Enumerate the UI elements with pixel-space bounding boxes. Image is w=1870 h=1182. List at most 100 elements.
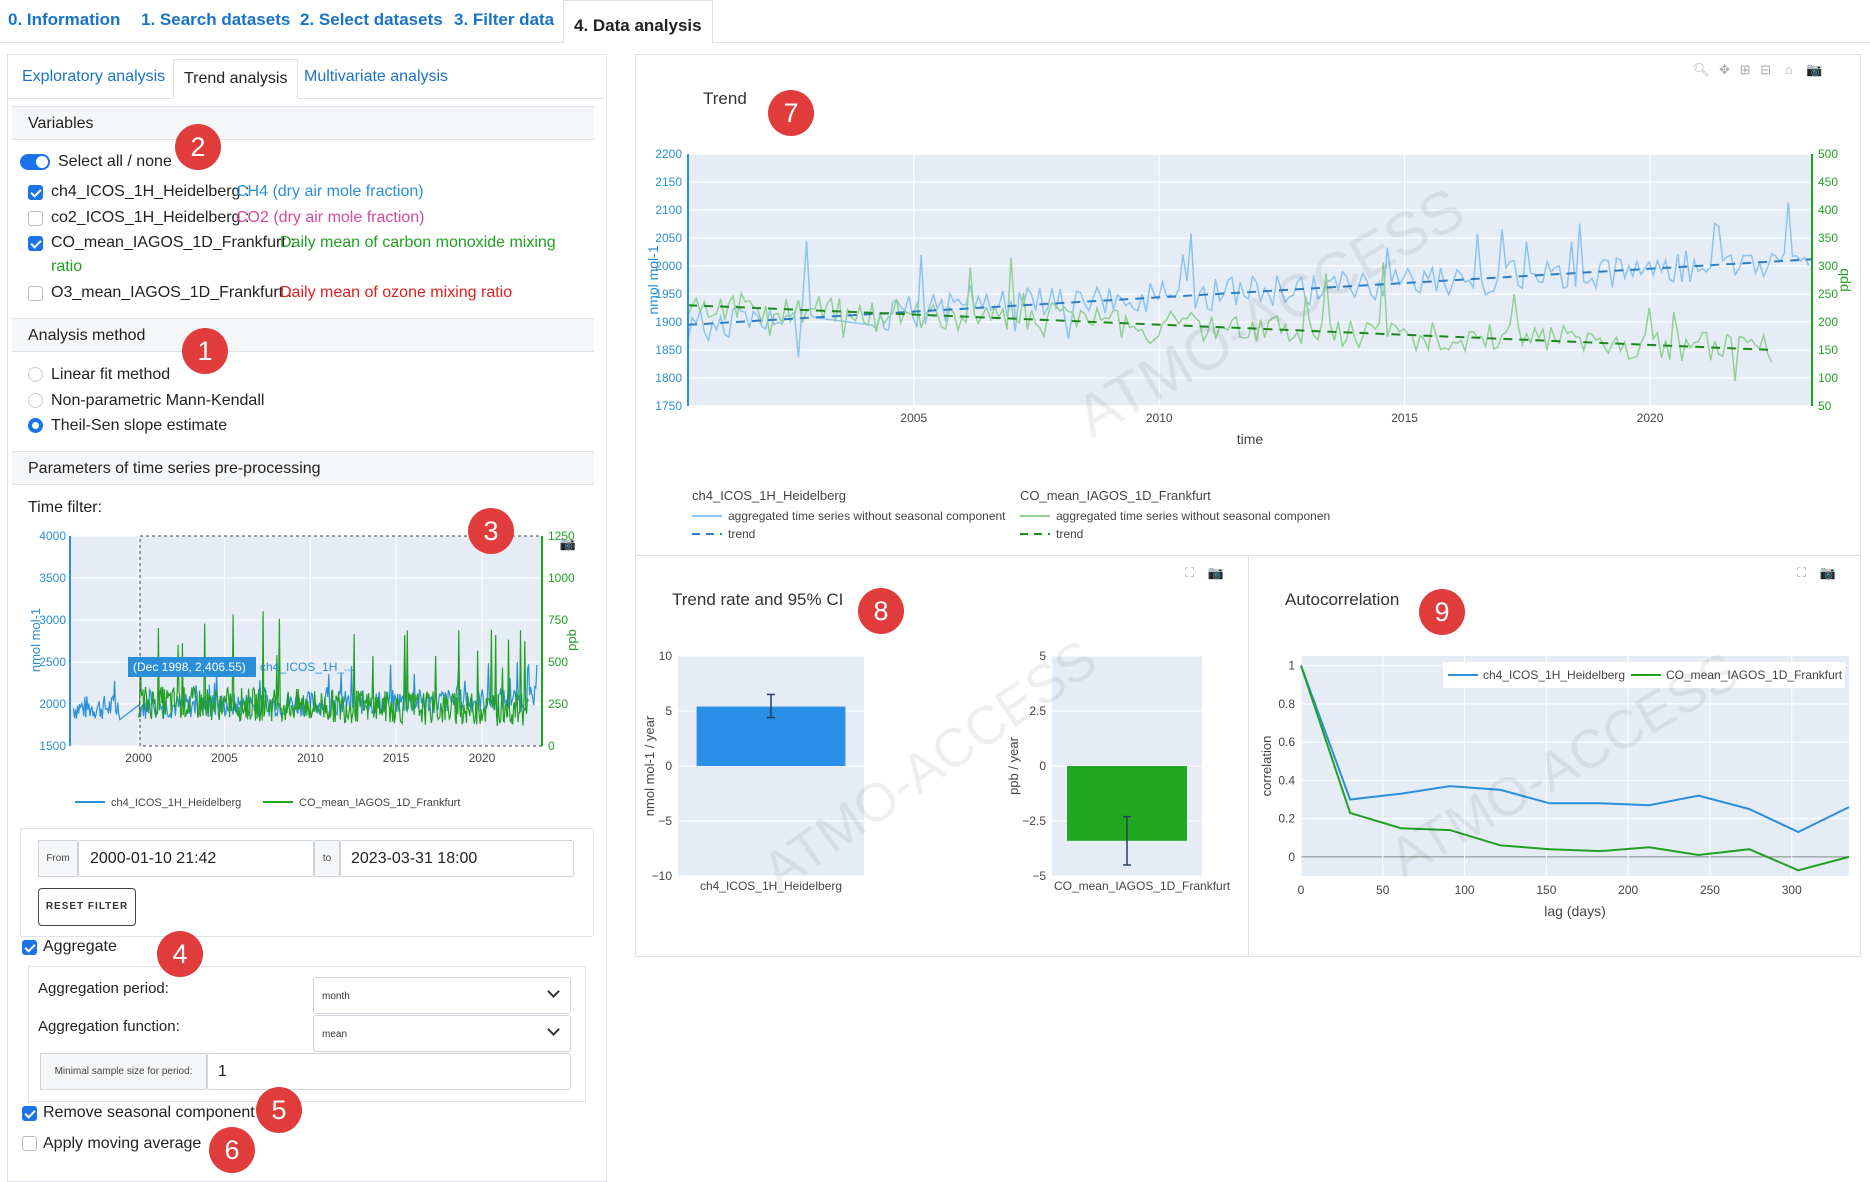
badge-6: 6 — [209, 1127, 255, 1173]
mini-x-tick: 2020 — [469, 751, 496, 765]
variable-name-ch4: ch4_ICOS_1H_Heidelberg : — [51, 183, 250, 200]
autocorr-x-tick: 100 — [1455, 883, 1475, 897]
variable-checkbox-ch4[interactable] — [28, 185, 43, 200]
trend-y-right-tick: 50 — [1818, 399, 1832, 413]
trend-legend-group2-line: aggregated time series without seasonal … — [1056, 509, 1330, 523]
trend-chart[interactable]: 2200 2150 2100 2050 2000 1950 1900 1850 1800 1750… — [640, 140, 1854, 550]
autocorr-x-tick: 0 — [1298, 883, 1305, 897]
radio-linear-fit[interactable] — [28, 367, 43, 382]
mini-y-right-tick: 250 — [548, 697, 568, 711]
mini-ylabel-left: nmol mol-1 — [28, 608, 43, 672]
tab-search-datasets[interactable]: 1. Search datasets — [141, 10, 291, 29]
trend-legend-group1-line: aggregated time series without seasonal … — [728, 509, 1006, 523]
tab-information[interactable]: 0. Information — [8, 10, 121, 29]
zoom-in-icon[interactable]: ⊞ — [1739, 62, 1751, 77]
hover-tooltip-box — [128, 657, 256, 677]
autocorr-legend-ch4: ch4_ICOS_1H_Heidelberg — [1483, 668, 1625, 682]
tab-select-datasets[interactable]: 2. Select datasets — [300, 10, 443, 29]
rate-right-chart: 5 2.5 0 −2.5 −5 — [1022, 649, 1202, 883]
rate-ch4-y-tick: 0 — [665, 759, 672, 773]
variable-desc-co2: CO2 (dry air mole fraction) — [236, 209, 425, 226]
rate-left-chart: 10 5 0 −5 −10 — [652, 649, 864, 883]
autocorr-line-co — [1300, 665, 1850, 872]
rate-co-y-tick: 5 — [1039, 649, 1046, 663]
trend-y-right-tick: 400 — [1818, 203, 1838, 217]
autocorr-x-tick: 300 — [1782, 883, 1802, 897]
from-date-input[interactable]: 2000-01-10 21:42 — [78, 840, 314, 877]
tab-trend-analysis[interactable]: Trend analysis — [173, 59, 299, 99]
mini-legend-ch4: ch4_ICOS_1H_Heidelberg — [111, 797, 241, 809]
variable-checkbox-o3[interactable] — [28, 286, 43, 301]
radio-theil-sen[interactable] — [28, 418, 43, 433]
trend-x-ticks: 2005 2010 2015 2020 — [900, 411, 1663, 425]
agg-period-select[interactable]: month — [313, 977, 571, 1014]
agg-function-value: mean — [322, 1029, 348, 1040]
zoom-out-icon[interactable]: ⊟ — [1760, 62, 1772, 77]
trend-y-left-tick: 1850 — [655, 343, 682, 357]
select-all-toggle[interactable] — [20, 154, 50, 170]
variable-checkbox-co[interactable] — [28, 236, 43, 251]
trend-grid — [688, 153, 1812, 407]
camera-icon[interactable]: 📷 — [1806, 62, 1823, 77]
mini-x-ticks: 2000 2005 2010 2015 2020 — [125, 751, 495, 765]
rate-co-y-tick: −5 — [1032, 869, 1046, 883]
to-date-input[interactable]: 2023-03-31 18:00 — [340, 840, 574, 877]
badge-4: 4 — [157, 931, 203, 977]
mini-y-left-tick: 2000 — [39, 697, 66, 711]
analysis-method-header: Analysis method — [12, 318, 594, 352]
badge-8: 8 — [858, 588, 904, 634]
autocorr-y-tick: 0.4 — [1278, 773, 1295, 787]
radio-linear-fit-label: Linear fit method — [51, 366, 171, 383]
select-all-label: Select all / none — [58, 153, 172, 170]
agg-function-select[interactable]: mean — [313, 1015, 571, 1052]
mini-y-right-tick: 0 — [548, 739, 555, 753]
variable-desc-ch4: CH4 (dry air mole fraction) — [236, 183, 424, 200]
moving-average-checkbox[interactable] — [22, 1136, 37, 1151]
pan-icon[interactable]: ✥ — [1719, 62, 1731, 77]
from-addon: From — [38, 840, 78, 877]
trend-y-left-tick: 1950 — [655, 287, 682, 301]
radio-mann-kendall[interactable] — [28, 393, 43, 408]
camera-icon[interactable]: 📷 — [1207, 565, 1224, 580]
autoscale-icon[interactable]: ⛶ — [1185, 565, 1195, 580]
trend-y-right-tick: 250 — [1818, 287, 1838, 301]
remove-seasonal-checkbox[interactable] — [22, 1106, 37, 1121]
trend-y-left-tick: 2100 — [655, 203, 682, 217]
trend-x-tick: 2020 — [1637, 411, 1664, 425]
trend-x-tick: 2005 — [900, 411, 927, 425]
tab-multivariate-analysis[interactable]: Multivariate analysis — [304, 68, 449, 85]
aggregate-checkbox[interactable] — [22, 940, 37, 955]
mini-y-left-tick: 1500 — [39, 739, 66, 753]
to-addon: to — [314, 840, 340, 877]
trend-legend-group1: ch4_ICOS_1H_Heidelberg — [692, 488, 846, 503]
trend-legend-group1-trend: trend — [728, 527, 755, 541]
trend-ylabel-left: nmol mol-1 — [645, 245, 661, 314]
autocorr-y-tick: 0.2 — [1278, 812, 1295, 826]
camera-icon[interactable]: 📷 — [1819, 565, 1836, 580]
autocorr-modebar: ⛶ 📷 — [1797, 565, 1836, 581]
autocorr-y-tick: 0 — [1288, 850, 1295, 864]
rate-left-xlabel: ch4_ICOS_1H_Heidelberg — [700, 879, 842, 893]
home-icon[interactable]: ⌂ — [1784, 62, 1793, 77]
rate-ch4-y-tick: 10 — [659, 649, 673, 663]
autoscale-icon[interactable]: ⛶ — [1797, 565, 1807, 580]
tab-exploratory-analysis[interactable]: Exploratory analysis — [22, 68, 166, 85]
autocorrelation-chart[interactable]: 1 0.8 0.6 0.4 0.2 0 0 50 100 150 200 250 300 correl… — [1253, 640, 1853, 930]
rate-right-xlabel: CO_mean_IAGOS_1D_Frankfurt — [1054, 879, 1231, 893]
reset-filter-button[interactable]: RESET FILTER — [38, 888, 136, 926]
trend-y-right-tick: 300 — [1818, 259, 1838, 273]
tab-data-analysis[interactable]: 4. Data analysis — [563, 0, 713, 44]
mini-series — [72, 611, 538, 726]
mini-camera-icon[interactable]: 📷 — [560, 536, 576, 551]
trend-fit-co — [687, 304, 1773, 351]
min-sample-input[interactable]: 1 — [207, 1053, 571, 1090]
mini-y-right-tick: 1250 — [548, 529, 575, 543]
tab-filter-data[interactable]: 3. Filter data — [454, 10, 555, 29]
variable-checkbox-co2[interactable] — [28, 211, 43, 226]
trend-fit-ch4 — [687, 258, 1813, 326]
mini-y-right-ticks: 1250 1000 750 500 250 0 — [548, 529, 575, 753]
chevron-down-icon — [547, 1023, 560, 1036]
zoom-icon[interactable]: 🔍︎ — [1693, 62, 1710, 77]
